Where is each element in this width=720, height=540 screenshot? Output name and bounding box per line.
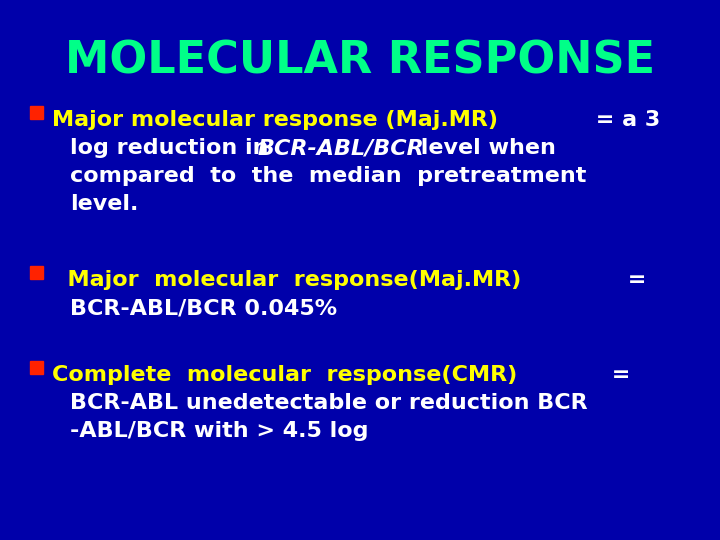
Text: level.: level.: [70, 194, 138, 214]
Text: =: =: [620, 270, 647, 290]
Text: compared  to  the  median  pretreatment: compared to the median pretreatment: [70, 166, 586, 186]
Text: BCR-ABL/BCR 0.045%: BCR-ABL/BCR 0.045%: [70, 298, 337, 318]
Text: Major  molecular  response(Maj.MR): Major molecular response(Maj.MR): [52, 270, 521, 290]
Text: log reduction in: log reduction in: [70, 138, 276, 158]
Text: BCR-ABL/BCR: BCR-ABL/BCR: [258, 138, 425, 158]
FancyBboxPatch shape: [30, 105, 43, 118]
Text: =: =: [604, 365, 631, 385]
Text: Major molecular response (Maj.MR): Major molecular response (Maj.MR): [52, 110, 498, 130]
Text: Complete  molecular  response(CMR): Complete molecular response(CMR): [52, 365, 517, 385]
Text: -ABL/BCR with > 4.5 log: -ABL/BCR with > 4.5 log: [70, 421, 369, 441]
Text: BCR-ABL unedetectable or reduction BCR: BCR-ABL unedetectable or reduction BCR: [70, 393, 588, 413]
Text: level when: level when: [413, 138, 556, 158]
Text: MOLECULAR RESPONSE: MOLECULAR RESPONSE: [65, 40, 655, 83]
FancyBboxPatch shape: [30, 266, 43, 279]
FancyBboxPatch shape: [30, 361, 43, 374]
Text: = a 3: = a 3: [588, 110, 660, 130]
